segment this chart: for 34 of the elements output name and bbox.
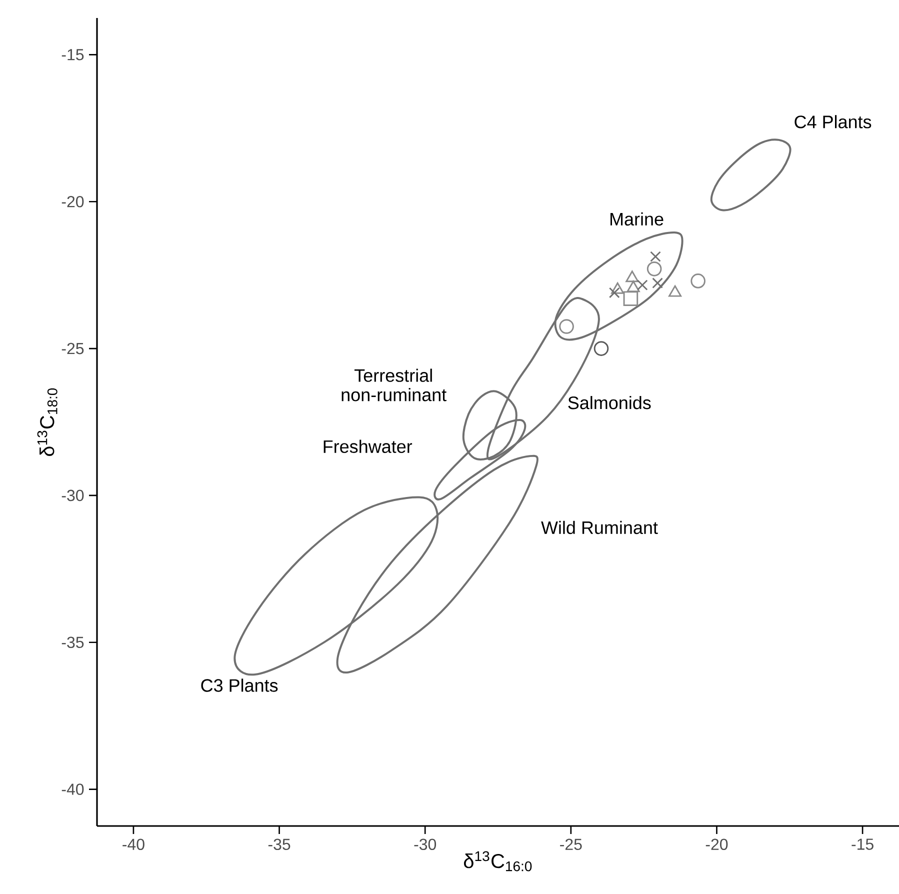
y-tick-label: -40 (62, 784, 84, 795)
point (594, 341, 609, 356)
point (611, 282, 624, 294)
x-tick-label: -30 (414, 838, 436, 850)
point (652, 278, 663, 288)
x-axis-title: δ$^{13}$C$_{16:0}$ (464, 851, 532, 872)
point (559, 319, 574, 334)
point (623, 291, 638, 306)
point (650, 251, 661, 262)
point (690, 274, 706, 288)
x-tick-label: -35 (268, 838, 290, 850)
point (626, 280, 640, 292)
y-tick-label: -30 (62, 490, 84, 502)
annotation: Wild Ruminant (541, 520, 658, 534)
y-tick-label: -20 (62, 196, 84, 208)
x-tick-label: -20 (706, 838, 728, 850)
point (668, 285, 682, 297)
y-tick-label: -15 (62, 49, 84, 60)
x-tick-label: -25 (560, 838, 582, 850)
annotation: C3 Plants (201, 678, 278, 692)
y-tick-label: -35 (62, 636, 84, 648)
x-tick-label: -40 (122, 838, 144, 850)
y-tick-label: -25 (62, 342, 84, 354)
annotation: Freshwater (324, 440, 412, 453)
annotation: C4 Plants (794, 115, 872, 128)
point (636, 280, 648, 291)
point (646, 262, 662, 276)
annotation: Terrestrial non-ruminant (342, 368, 446, 402)
annotation: Salmonids (568, 396, 651, 410)
point (608, 287, 620, 298)
annotation: Marine (610, 212, 664, 226)
x-tick-label: -15 (852, 838, 874, 850)
point (626, 270, 639, 282)
y-axis-title: δ$^{13}$C$_{18:0}$ (37, 388, 58, 456)
